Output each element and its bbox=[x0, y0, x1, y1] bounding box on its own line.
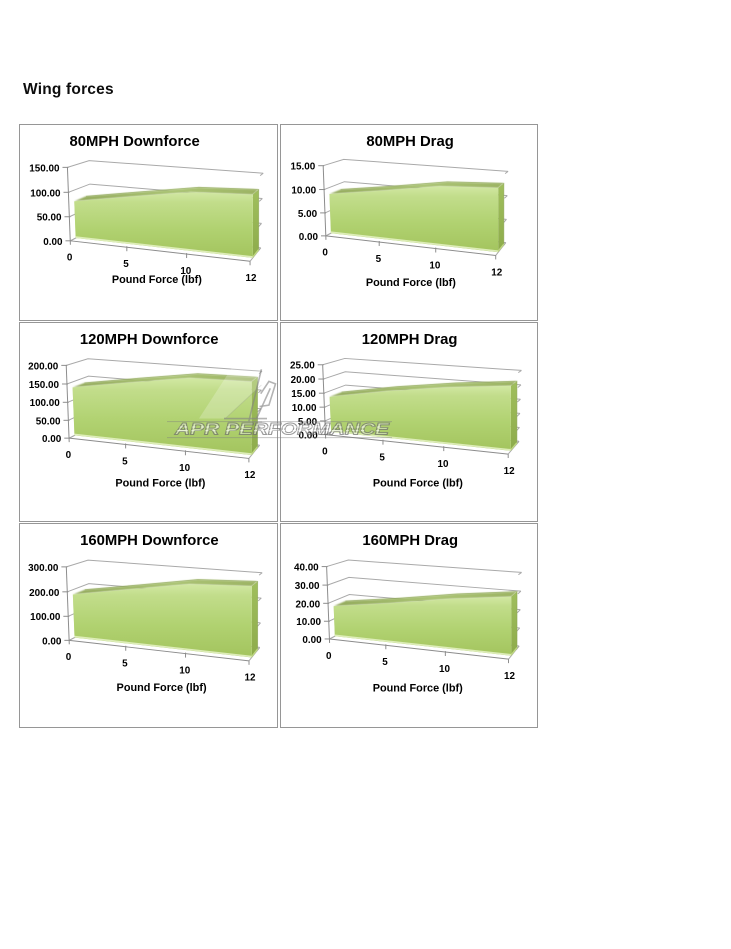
svg-text:0: 0 bbox=[66, 652, 72, 663]
svg-text:40.00: 40.00 bbox=[294, 563, 319, 574]
svg-text:150.00: 150.00 bbox=[29, 380, 60, 391]
svg-text:160MPH Drag: 160MPH Drag bbox=[362, 533, 458, 549]
svg-text:Pound Force (lbf): Pound Force (lbf) bbox=[366, 277, 456, 289]
svg-text:80MPH Downforce: 80MPH Downforce bbox=[70, 134, 200, 150]
svg-text:100.00: 100.00 bbox=[30, 612, 61, 623]
svg-text:0: 0 bbox=[67, 253, 73, 264]
svg-text:0: 0 bbox=[322, 446, 328, 457]
svg-text:Pound Force (lbf): Pound Force (lbf) bbox=[112, 274, 202, 286]
svg-text:30.00: 30.00 bbox=[295, 581, 320, 592]
svg-text:5: 5 bbox=[382, 657, 388, 668]
svg-text:5: 5 bbox=[123, 259, 129, 270]
svg-text:12: 12 bbox=[246, 273, 257, 284]
svg-text:5: 5 bbox=[122, 456, 128, 467]
svg-text:10: 10 bbox=[179, 665, 190, 676]
svg-text:10: 10 bbox=[179, 463, 190, 474]
svg-text:200.00: 200.00 bbox=[28, 361, 59, 372]
svg-text:0.00: 0.00 bbox=[42, 636, 62, 647]
svg-text:10: 10 bbox=[429, 260, 440, 271]
svg-text:10: 10 bbox=[439, 664, 450, 675]
svg-text:10.00: 10.00 bbox=[291, 185, 316, 196]
svg-text:Pound Force (lbf): Pound Force (lbf) bbox=[117, 682, 207, 694]
svg-text:5: 5 bbox=[122, 659, 128, 670]
svg-text:0.00: 0.00 bbox=[298, 431, 318, 442]
svg-text:Pound Force (lbf): Pound Force (lbf) bbox=[373, 477, 463, 489]
svg-text:200.00: 200.00 bbox=[29, 588, 60, 599]
svg-text:0.00: 0.00 bbox=[42, 434, 62, 445]
svg-text:12: 12 bbox=[244, 470, 255, 481]
svg-text:150.00: 150.00 bbox=[29, 163, 60, 174]
svg-text:0: 0 bbox=[322, 248, 328, 259]
svg-text:5.00: 5.00 bbox=[298, 209, 318, 220]
svg-text:20.00: 20.00 bbox=[295, 599, 320, 610]
svg-text:80MPH Drag: 80MPH Drag bbox=[366, 134, 453, 150]
svg-text:160MPH Downforce: 160MPH Downforce bbox=[80, 533, 219, 549]
svg-text:0: 0 bbox=[66, 450, 72, 461]
svg-text:Pound Force (lbf): Pound Force (lbf) bbox=[115, 477, 205, 489]
svg-text:0.00: 0.00 bbox=[43, 237, 63, 248]
svg-text:0.00: 0.00 bbox=[299, 232, 319, 243]
svg-text:10: 10 bbox=[437, 459, 448, 470]
svg-text:50.00: 50.00 bbox=[36, 416, 61, 427]
svg-text:50.00: 50.00 bbox=[37, 213, 62, 224]
svg-text:100.00: 100.00 bbox=[30, 188, 61, 199]
svg-text:5: 5 bbox=[379, 453, 385, 464]
svg-text:12: 12 bbox=[245, 673, 256, 684]
svg-text:5.00: 5.00 bbox=[298, 417, 318, 428]
svg-text:15.00: 15.00 bbox=[291, 162, 316, 173]
svg-text:12: 12 bbox=[504, 671, 515, 682]
svg-text:10.00: 10.00 bbox=[292, 403, 317, 414]
svg-text:0: 0 bbox=[326, 651, 332, 662]
svg-text:15.00: 15.00 bbox=[291, 389, 316, 400]
svg-text:10: 10 bbox=[180, 266, 191, 277]
svg-text:10.00: 10.00 bbox=[296, 617, 321, 628]
svg-text:120MPH Downforce: 120MPH Downforce bbox=[80, 332, 219, 348]
svg-text:12: 12 bbox=[504, 466, 515, 477]
svg-text:20.00: 20.00 bbox=[291, 375, 316, 386]
svg-text:300.00: 300.00 bbox=[28, 563, 59, 574]
svg-text:5: 5 bbox=[376, 254, 382, 265]
svg-text:100.00: 100.00 bbox=[30, 398, 61, 409]
svg-text:25.00: 25.00 bbox=[290, 361, 315, 372]
svg-text:Pound Force (lbf): Pound Force (lbf) bbox=[373, 683, 463, 695]
svg-text:0.00: 0.00 bbox=[302, 635, 322, 646]
svg-text:12: 12 bbox=[491, 267, 502, 278]
svg-text:120MPH Drag: 120MPH Drag bbox=[362, 332, 458, 348]
